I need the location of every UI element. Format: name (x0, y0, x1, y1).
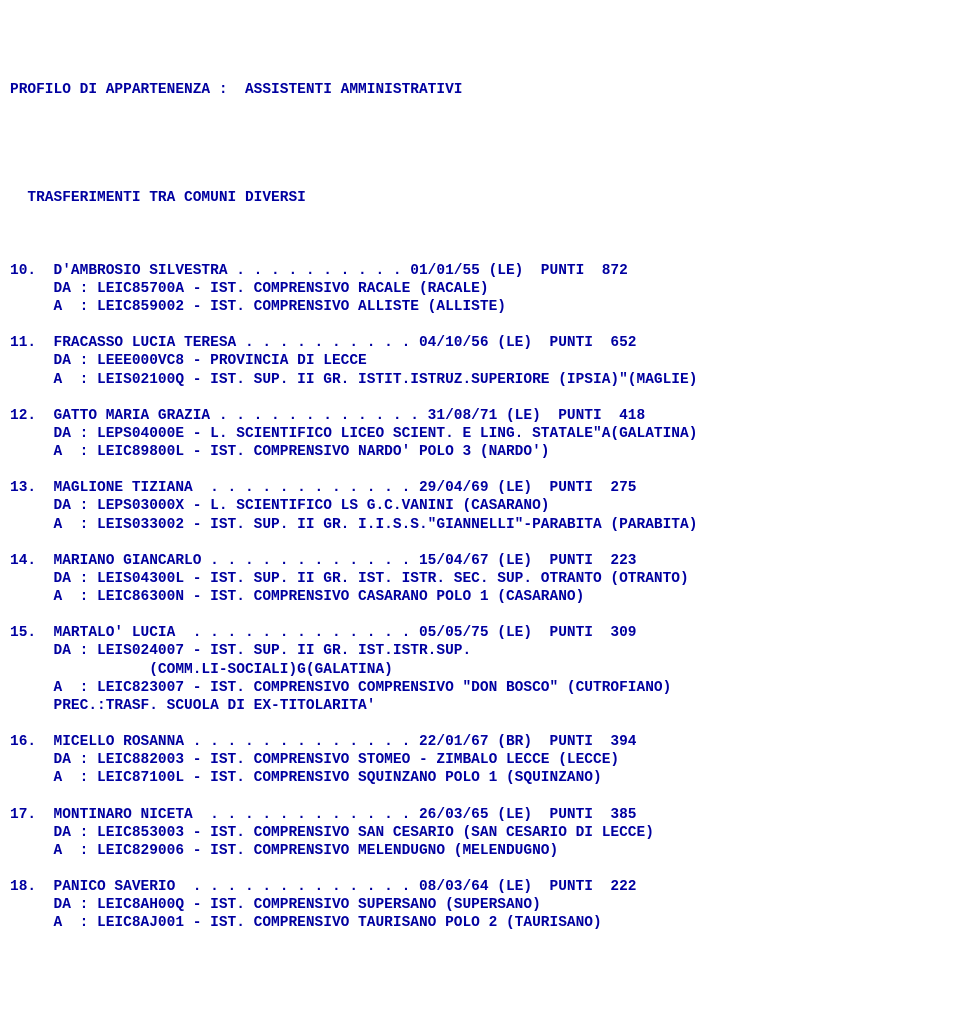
entries-list: 10. D'AMBROSIO SILVESTRA . . . . . . . .… (10, 262, 960, 933)
entry-header: 13. MAGLIONE TIZIANA . . . . . . . . . .… (10, 479, 960, 497)
entry-header: 10. D'AMBROSIO SILVESTRA . . . . . . . .… (10, 262, 960, 280)
entry-a: A : LEIC823007 - IST. COMPRENSIVO COMPRE… (10, 679, 960, 697)
blank (10, 316, 960, 334)
entry-da: DA : LEIS04300L - IST. SUP. II GR. IST. … (10, 570, 960, 588)
entry-a: A : LEIC87100L - IST. COMPRENSIVO SQUINZ… (10, 769, 960, 787)
blank (10, 860, 960, 878)
entry-da: DA : LEIC853003 - IST. COMPRENSIVO SAN C… (10, 824, 960, 842)
blank (10, 534, 960, 552)
blank (10, 787, 960, 805)
blank (10, 226, 960, 244)
entry-da: DA : LEIC8AH00Q - IST. COMPRENSIVO SUPER… (10, 896, 960, 914)
entry-header: 16. MICELLO ROSANNA . . . . . . . . . . … (10, 733, 960, 751)
entry-da: DA : LEPS03000X - L. SCIENTIFICO LS G.C.… (10, 497, 960, 515)
entry-da: DA : LEEE000VC8 - PROVINCIA DI LECCE (10, 352, 960, 370)
blank (10, 461, 960, 479)
entry-a: A : LEIC86300N - IST. COMPRENSIVO CASARA… (10, 588, 960, 606)
entry-da: DA : LEIC85700A - IST. COMPRENSIVO RACAL… (10, 280, 960, 298)
entry-da: DA : LEIS024007 - IST. SUP. II GR. IST.I… (10, 642, 960, 660)
entry-header: 17. MONTINARO NICETA . . . . . . . . . .… (10, 806, 960, 824)
entry-a: A : LEIC829006 - IST. COMPRENSIVO MELEND… (10, 842, 960, 860)
entry-da: DA : LEIC882003 - IST. COMPRENSIVO STOME… (10, 751, 960, 769)
profile-header: PROFILO DI APPARTENENZA : ASSISTENTI AMM… (10, 81, 960, 99)
entry-a: A : LEIC859002 - IST. COMPRENSIVO ALLIST… (10, 298, 960, 316)
entry-header: 15. MARTALO' LUCIA . . . . . . . . . . .… (10, 624, 960, 642)
entry-da: DA : LEPS04000E - L. SCIENTIFICO LICEO S… (10, 425, 960, 443)
section-header: TRASFERIMENTI TRA COMUNI DIVERSI (10, 189, 960, 207)
entry-extra: PREC.:TRASF. SCUOLA DI EX-TITOLARITA' (10, 697, 960, 715)
entry-header: 12. GATTO MARIA GRAZIA . . . . . . . . .… (10, 407, 960, 425)
blank (10, 389, 960, 407)
blank (10, 153, 960, 171)
entry-header: 18. PANICO SAVERIO . . . . . . . . . . .… (10, 878, 960, 896)
blank (10, 117, 960, 135)
blank (10, 715, 960, 733)
entry-a: A : LEIC89800L - IST. COMPRENSIVO NARDO'… (10, 443, 960, 461)
entry-a: A : LEIS033002 - IST. SUP. II GR. I.I.S.… (10, 516, 960, 534)
entry-header: 14. MARIANO GIANCARLO . . . . . . . . . … (10, 552, 960, 570)
entry-a: A : LEIS02100Q - IST. SUP. II GR. ISTIT.… (10, 371, 960, 389)
blank (10, 606, 960, 624)
entry-header: 11. FRACASSO LUCIA TERESA . . . . . . . … (10, 334, 960, 352)
entry-a: A : LEIC8AJ001 - IST. COMPRENSIVO TAURIS… (10, 914, 960, 932)
entry-extra: (COMM.LI-SOCIALI)G(GALATINA) (10, 661, 960, 679)
